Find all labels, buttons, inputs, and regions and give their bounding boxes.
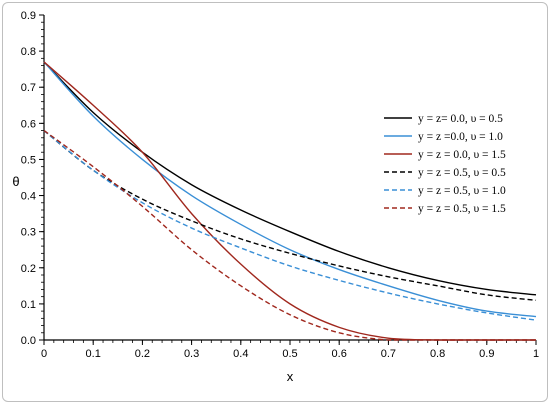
legend-label-1: y = z= 0.0, υ = 0.5: [418, 113, 503, 125]
x-tick-label: 0.5: [282, 348, 297, 360]
series-line-6: [43, 129, 536, 341]
x-tick-label: 0.6: [332, 348, 347, 360]
x-tick-label: 0.7: [381, 348, 396, 360]
y-tick-label: 0.2: [21, 263, 36, 275]
x-tick-label: 0.4: [233, 348, 248, 360]
legend-label-4: y = z = 0.5, υ = 0.5: [418, 167, 506, 179]
x-axis-label: x: [287, 369, 294, 384]
y-tick-label: 0.1: [21, 299, 36, 311]
legend-label-2: y = z =0.0, υ = 1.0: [418, 131, 503, 143]
x-tick-label: 0.1: [86, 348, 101, 360]
x-tick-label: 0: [41, 348, 47, 360]
y-axis-label: θ: [12, 174, 19, 189]
x-tick-label: 0.3: [184, 348, 199, 360]
series-line-3: [43, 61, 536, 341]
x-tick-label: 1: [533, 348, 539, 360]
y-tick-label: 0.4: [21, 191, 36, 203]
x-tick-label: 0.8: [430, 348, 445, 360]
series-line-1: [43, 61, 537, 296]
y-tick-label: 0.6: [21, 118, 36, 130]
x-tick-label: 0.9: [479, 348, 494, 360]
y-tick-label: 0.5: [21, 154, 36, 166]
y-tick-label: 0.9: [21, 10, 36, 22]
legend-label-6: y = z = 0.5, υ = 1.5: [418, 203, 506, 215]
x-tick-label: 0.2: [135, 348, 150, 360]
y-tick-label: 0.7: [21, 82, 36, 94]
legend-label-5: y = z = 0.5, υ = 1.0: [418, 185, 506, 197]
series-line-4: [43, 130, 537, 301]
legend-label-3: y = z = 0.0, υ = 1.5: [418, 149, 506, 161]
legend: y = z= 0.0, υ = 0.5 y = z =0.0, υ = 1.0 y …: [384, 113, 506, 215]
y-tick-label: 0.8: [21, 46, 36, 58]
series-line-2: [43, 61, 537, 318]
series-lines: [43, 61, 537, 341]
y-tick-label: 0.0: [21, 335, 36, 347]
y-tick-label: 0.3: [21, 227, 36, 239]
